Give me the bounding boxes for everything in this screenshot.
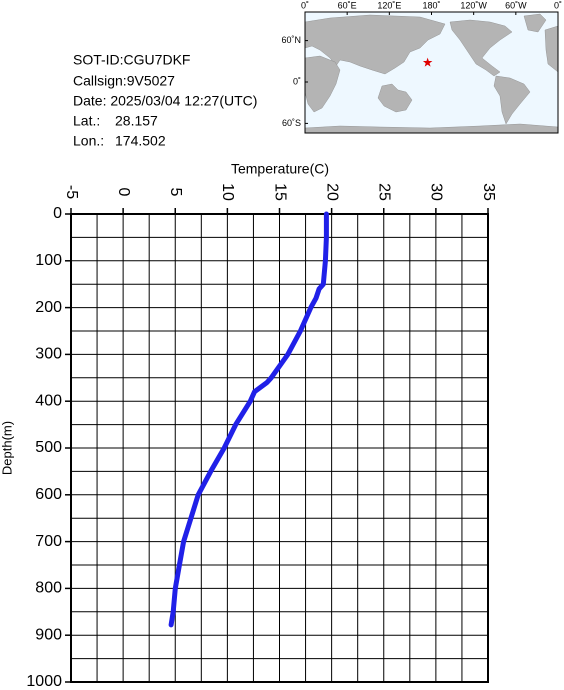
land xyxy=(523,13,547,33)
info-lat: 28.157 xyxy=(115,113,158,129)
y-tick-label: 600 xyxy=(35,486,62,503)
y-tick-label: 800 xyxy=(35,580,62,597)
info-lat-label: Lat.: xyxy=(73,113,100,129)
location-marker xyxy=(422,57,433,67)
map-lat-label: 60˚N xyxy=(281,35,301,45)
map-lon-label: 0˚ xyxy=(301,0,309,10)
plot-frame xyxy=(70,213,489,683)
x-tick-label: 0 xyxy=(115,188,132,197)
y-tick-label: 700 xyxy=(35,533,62,550)
y-tick-label: 100 xyxy=(35,252,62,269)
land xyxy=(449,19,513,77)
map-lon-label: 120˚W xyxy=(460,0,487,10)
info-id: SOT-ID:CGU7DKF xyxy=(73,52,190,68)
y-tick-label: 400 xyxy=(35,392,62,409)
x-tick-label: 25 xyxy=(376,183,393,201)
y-tick-label: 300 xyxy=(35,346,62,363)
x-axis-label: Temperature(C) xyxy=(231,161,329,177)
y-tick-label: 0 xyxy=(53,205,62,222)
land xyxy=(544,25,559,73)
land xyxy=(493,75,531,125)
y-tick-label: 900 xyxy=(35,626,62,643)
x-tick-label: 20 xyxy=(323,183,340,201)
map-lon-label: 60˚E xyxy=(338,0,357,10)
y-tick-label: 200 xyxy=(35,299,62,316)
map-lon-label: 180˚ xyxy=(422,0,440,10)
plot: -5 0 5 10 15 20 25 30 35010020030040050060070080… xyxy=(26,183,496,690)
info-lon-label: Lon.: xyxy=(73,133,104,149)
info: SOT-ID:CGU7DKF Callsign:9V5027 Date: 202… xyxy=(73,52,257,149)
x-tick-label: 5 xyxy=(167,188,184,197)
info-date: Date: 2025/03/04 12:27(UTC) xyxy=(73,93,257,109)
land xyxy=(304,55,341,113)
info-callsign: Callsign:9V5027 xyxy=(73,73,175,89)
x-tick-label: 30 xyxy=(428,183,445,201)
land xyxy=(304,14,446,75)
x-tick-label: 10 xyxy=(219,183,236,201)
profile-line xyxy=(168,211,329,628)
map: 0˚ 60˚E 120˚E 180˚ 120˚W 60˚W 0˚ 60˚N 0˚ 60˚S xyxy=(281,0,562,134)
map-lon-label: 0˚ xyxy=(554,0,562,10)
map-lon-label: 60˚W xyxy=(505,0,527,10)
map-lat-label: 60˚S xyxy=(282,118,301,128)
x-tick-label: 15 xyxy=(271,183,288,201)
y-axis-label: Depth(m) xyxy=(0,421,14,475)
map-lat-label: 0˚ xyxy=(293,76,301,86)
map-lon-label: 120˚E xyxy=(377,0,401,10)
x-tick-label: 35 xyxy=(480,183,497,201)
info-lon: 174.502 xyxy=(115,133,166,149)
y-tick-label: 1000 xyxy=(26,673,62,690)
land xyxy=(377,83,413,113)
x-tick-label: -5 xyxy=(63,185,80,199)
y-tick-label: 500 xyxy=(35,439,62,456)
